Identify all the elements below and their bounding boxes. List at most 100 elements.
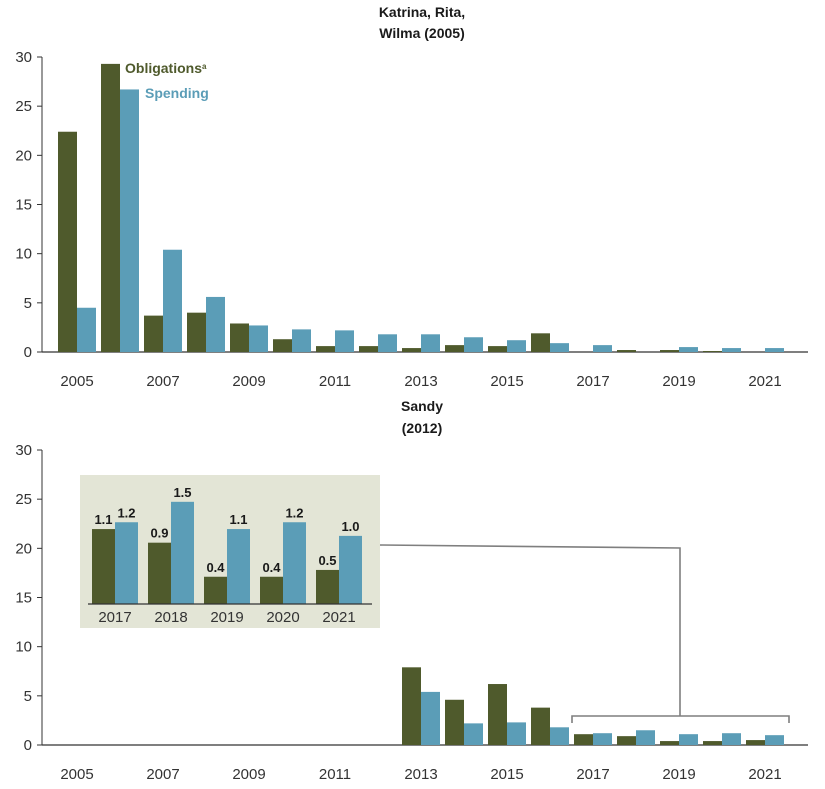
bar-obligations-2018 [617, 736, 636, 745]
y-tick-label: 0 [24, 737, 32, 754]
sandy-panel: Sandy (2012) 0 5 10 15 20 25 30 2005 2007 2009 2011 2… [15, 398, 808, 783]
inset-x-tick-label: 2020 [266, 609, 299, 626]
y-tick-label: 0 [24, 344, 32, 361]
bar-obligations-2020 [703, 351, 722, 352]
bar-spending-2021 [765, 348, 784, 352]
bar-obligations-2016 [531, 333, 550, 352]
bar-obligations-2013 [402, 667, 421, 745]
y-tick-label: 25 [15, 491, 32, 508]
x-tick-label: 2013 [404, 373, 437, 390]
bar-spending-2016 [550, 727, 569, 745]
bar-obligations-2019 [660, 741, 679, 745]
inset-bar-spending-2019 [227, 529, 250, 604]
x-tick-label: 2015 [490, 373, 523, 390]
x-tick-label: 2007 [146, 373, 179, 390]
inset-x-tick-label: 2019 [210, 609, 243, 626]
inset-value-obligations: 0.5 [318, 553, 336, 568]
inset-bar-spending-2018 [171, 501, 194, 604]
inset-value-obligations: 0.4 [206, 560, 225, 575]
bar-spending-2006 [120, 89, 139, 352]
bar-spending-2012 [378, 334, 397, 352]
bar-spending-2021 [765, 735, 784, 745]
x-tick-label: 2019 [662, 373, 695, 390]
bar-obligations-2016 [531, 707, 550, 745]
y-tick-label: 30 [15, 442, 32, 459]
bar-obligations-2012 [359, 346, 378, 352]
inset-bar-spending-2021 [339, 535, 362, 604]
bar-spending-2007 [163, 249, 182, 352]
bar-spending-2020 [722, 733, 741, 745]
y-tick-label: 5 [24, 295, 32, 312]
chart-title-line: Wilma (2005) [379, 25, 464, 41]
inset-bar-obligations-2018 [148, 542, 171, 604]
bar-spending-2018 [636, 730, 655, 745]
x-tick-label: 2007 [146, 766, 179, 783]
bar-obligations-2015 [488, 346, 507, 352]
x-tick-label: 2009 [232, 766, 265, 783]
inset-value-spending: 1.5 [173, 485, 191, 500]
x-tick-label: 2005 [60, 373, 93, 390]
bar-spending-2015 [507, 722, 526, 745]
inset-value-obligations: 1.1 [94, 512, 112, 527]
bar-obligations-2019 [660, 350, 679, 352]
legend-footnote-mark: a [202, 62, 207, 71]
y-tick-label: 5 [24, 688, 32, 705]
inset-value-spending: 1.2 [117, 505, 135, 520]
bar-spending-2015 [507, 340, 526, 352]
bar-spending-2017 [593, 345, 612, 352]
x-tick-label: 2019 [662, 766, 695, 783]
legend-obligations: Obligationsa [125, 60, 207, 76]
bar-obligations-2018 [617, 350, 636, 352]
bar-spending-2019 [679, 734, 698, 745]
inset-bar-obligations-2017 [92, 529, 115, 604]
bar-obligations-2009 [230, 323, 249, 352]
bar-obligations-2020 [703, 741, 722, 745]
y-tick-label: 20 [15, 147, 32, 164]
x-tick-label: 2011 [319, 373, 351, 390]
inset-value-spending: 1.0 [341, 519, 359, 534]
x-tick-label: 2011 [319, 766, 351, 783]
chart-title-line: (2012) [402, 420, 442, 436]
inset-value-spending: 1.1 [229, 512, 247, 527]
bar-spending-2013 [421, 334, 440, 352]
y-tick-label: 25 [15, 98, 32, 115]
bar-obligations-2010 [273, 339, 292, 352]
bar-spending-2010 [292, 329, 311, 352]
bar-obligations-2015 [488, 684, 507, 745]
bar-obligations-2014 [445, 345, 464, 352]
zoom-connector-line [379, 544, 681, 716]
bar-obligations-2013 [402, 348, 421, 352]
y-tick-label: 15 [15, 197, 32, 214]
bar-spending-2017 [593, 733, 612, 745]
x-tick-label: 2017 [576, 766, 609, 783]
inset-value-obligations: 0.9 [150, 526, 168, 541]
chart-title-line: Katrina, Rita, [379, 4, 465, 20]
chart-title-line: Sandy [401, 398, 443, 414]
y-tick-label: 10 [15, 246, 32, 263]
y-tick-label: 30 [15, 49, 32, 66]
katrina-rita-wilma-panel: Katrina, Rita, Wilma (2005) 0 5 10 15 20 25 30 20… [15, 4, 808, 390]
inset-x-tick-label: 2021 [322, 609, 355, 626]
zoom-bracket [571, 715, 790, 723]
y-tick-label: 20 [15, 540, 32, 557]
x-tick-label: 2017 [576, 373, 609, 390]
bar-spending-2013 [421, 691, 440, 745]
bar-obligations-2006 [101, 63, 120, 353]
bar-spending-2019 [679, 347, 698, 352]
bar-spending-2016 [550, 343, 569, 352]
bar-obligations-2005 [58, 131, 77, 352]
x-tick-label: 2013 [404, 766, 437, 783]
x-tick-label: 2015 [490, 766, 523, 783]
inset-x-tick-label: 2017 [98, 609, 131, 626]
inset-value-obligations: 0.4 [262, 560, 281, 575]
bar-obligations-2017 [574, 734, 593, 745]
inset-bar-spending-2017 [115, 522, 138, 604]
bar-obligations-2011 [316, 346, 335, 352]
x-tick-label: 2005 [60, 766, 93, 783]
y-tick-label: 15 [15, 590, 32, 607]
bar-spending-2009 [249, 325, 268, 352]
bar-obligations-2008 [187, 312, 206, 352]
inset-bar-obligations-2021 [316, 569, 339, 604]
y-tick-label: 10 [15, 639, 32, 656]
